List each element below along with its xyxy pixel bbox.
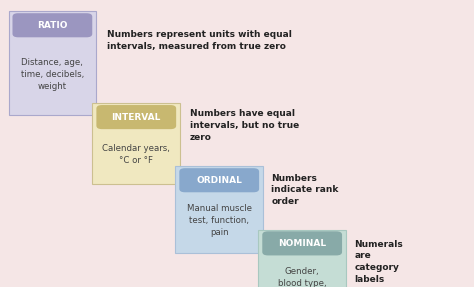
Text: Numerals
are
category
labels: Numerals are category labels (355, 240, 403, 284)
FancyBboxPatch shape (179, 168, 259, 192)
FancyBboxPatch shape (12, 13, 92, 37)
Text: INTERVAL: INTERVAL (111, 113, 161, 122)
FancyBboxPatch shape (92, 103, 180, 184)
Text: Manual muscle
test, function,
pain: Manual muscle test, function, pain (187, 204, 252, 237)
Text: NOMINAL: NOMINAL (278, 239, 326, 248)
FancyBboxPatch shape (262, 231, 342, 255)
Text: Gender,
blood type,
diagnosis: Gender, blood type, diagnosis (278, 267, 327, 287)
Text: Numbers represent units with equal
intervals, measured from true zero: Numbers represent units with equal inter… (107, 30, 292, 51)
FancyBboxPatch shape (258, 230, 346, 287)
Text: Numbers
indicate rank
order: Numbers indicate rank order (271, 174, 338, 206)
Text: ORDINAL: ORDINAL (196, 176, 242, 185)
Text: Calendar years,
°C or °F: Calendar years, °C or °F (102, 144, 170, 165)
Text: Distance, age,
time, decibels,
weight: Distance, age, time, decibels, weight (21, 58, 84, 91)
FancyBboxPatch shape (96, 105, 176, 129)
FancyBboxPatch shape (175, 166, 263, 253)
Text: RATIO: RATIO (37, 21, 68, 30)
Text: Numbers have equal
intervals, but no true
zero: Numbers have equal intervals, but no tru… (190, 109, 299, 142)
FancyBboxPatch shape (9, 11, 96, 115)
